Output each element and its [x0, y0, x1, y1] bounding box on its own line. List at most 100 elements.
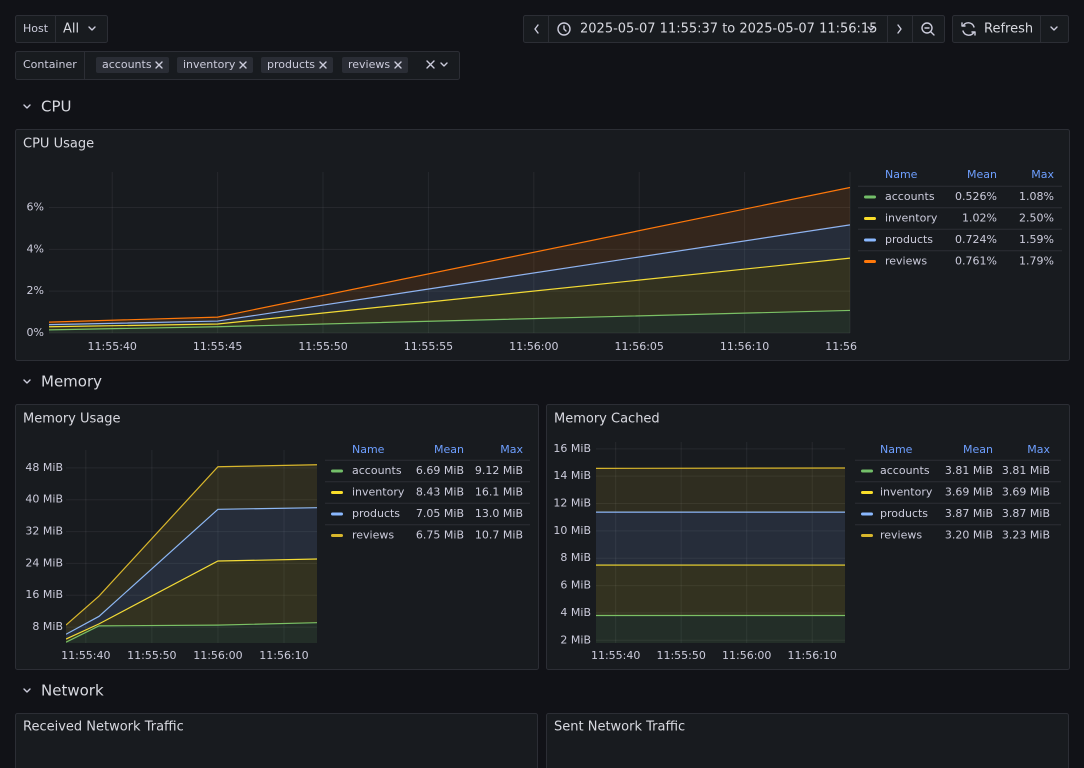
y-tick-label: 8 MiB: [560, 551, 591, 564]
legend-row[interactable]: products 7.05 MiB 13.0 MiB: [331, 507, 523, 520]
container-chip[interactable]: products: [261, 57, 333, 73]
y-tick-label: 0%: [27, 326, 44, 339]
y-tick-label: 14 MiB: [553, 469, 591, 482]
legend-max: 1.79%: [1019, 255, 1054, 268]
legend-max: 10.7 MiB: [475, 529, 523, 542]
legend-mean: 1.02%: [962, 212, 997, 225]
legend-mean: 0.526%: [955, 190, 997, 203]
container-chip[interactable]: accounts: [96, 57, 169, 73]
time-picker-box: [523, 15, 945, 43]
chevron: [440, 62, 448, 67]
legend-mean: 3.87 MiB: [945, 507, 993, 520]
legend-header: Max: [500, 443, 523, 456]
prev-button[interactable]: [534, 24, 539, 34]
clear-icon[interactable]: [426, 60, 435, 69]
chevron: [88, 26, 96, 31]
y-tick-label: 16 MiB: [25, 588, 63, 601]
series-line: [49, 186, 850, 323]
series-area: [596, 512, 845, 566]
series-area: [66, 507, 317, 640]
legend-swatch: [861, 469, 873, 473]
panel-title: Memory Usage: [23, 412, 121, 427]
series-area: [596, 615, 845, 643]
plot: [49, 186, 850, 333]
legend-row[interactable]: reviews 3.20 MiB 3.23 MiB: [861, 529, 1050, 542]
clock-hands: [563, 25, 567, 32]
container-chip[interactable]: reviews: [342, 57, 408, 73]
panel: [15, 713, 538, 768]
legend-swatch: [331, 512, 343, 516]
chip-label: products: [267, 58, 315, 71]
x-tick-label: 11:55:45: [193, 340, 242, 353]
legend-mean: 6.69 MiB: [416, 464, 464, 477]
y-tick-label: 32 MiB: [25, 525, 63, 538]
chip-bg: [261, 57, 333, 73]
plot: [596, 467, 845, 643]
collapse-icon: [23, 379, 31, 384]
y-tick-label: 8 MiB: [32, 620, 63, 633]
legend-mean: 8.43 MiB: [416, 486, 464, 499]
x-axis: 11:55:40 11:55:50 11:56:00 11:56:10: [61, 450, 309, 662]
x-axis: 11:55:40 11:55:50 11:56:00 11:56:10: [591, 442, 837, 662]
chip-remove[interactable]: [239, 61, 247, 69]
legend-name: accounts: [352, 464, 402, 477]
legend-row[interactable]: accounts 6.69 MiB 9.12 MiB: [331, 464, 523, 477]
time-range[interactable]: 2025-05-07 11:55:37 to 2025-05-07 11:56:…: [580, 22, 877, 37]
chip-remove[interactable]: [394, 61, 402, 69]
y-tick-label: 2 MiB: [560, 633, 591, 646]
legend-max: 13.0 MiB: [475, 507, 523, 520]
legend: Name Mean Max accounts 6.69 MiB 9.12 MiB inven…: [325, 443, 530, 542]
chip-bg: [342, 57, 408, 73]
legend-row[interactable]: inventory 8.43 MiB 16.1 MiB: [331, 486, 523, 499]
zoom-out-button[interactable]: [921, 22, 933, 34]
legend: Name Mean Max accounts 0.526% 1.08% inventory 1…: [858, 168, 1062, 268]
legend-row[interactable]: accounts 3.81 MiB 3.81 MiB: [861, 464, 1050, 477]
host-value: All: [63, 22, 79, 37]
legend-row[interactable]: inventory 1.02% 2.50%: [864, 212, 1054, 225]
y-tick-label: 4 MiB: [560, 606, 591, 619]
x-tick-label: 11:56:10: [259, 649, 308, 662]
legend-mean: 6.75 MiB: [416, 529, 464, 542]
x-tick-label: 11:55:50: [656, 649, 705, 662]
series-line: [49, 224, 850, 326]
legend-name: inventory: [352, 486, 405, 499]
section-network[interactable]: Network: [23, 682, 104, 700]
legend-row[interactable]: products 0.724% 1.59%: [864, 233, 1054, 246]
legend-row[interactable]: reviews 0.761% 1.79%: [864, 255, 1054, 268]
x-tick-label: 11:56:00: [193, 649, 242, 662]
legend-max: 9.12 MiB: [475, 464, 523, 477]
container-variable[interactable]: Container accounts inventory products revie…: [15, 51, 460, 80]
legend-header: Name: [352, 443, 385, 456]
x-axis: 11:55:40 11:55:45 11:55:50 11:55:55 11:56:00…: [88, 172, 857, 353]
legend-row[interactable]: inventory 3.69 MiB 3.69 MiB: [861, 486, 1050, 499]
legend-name: accounts: [880, 464, 930, 477]
legend-name: reviews: [880, 529, 922, 542]
refresh-dropdown[interactable]: [1050, 26, 1058, 31]
panel: [15, 129, 1070, 361]
legend-row[interactable]: products 3.87 MiB 3.87 MiB: [861, 507, 1050, 520]
legend-mean: 3.81 MiB: [945, 464, 993, 477]
legend-max: 1.59%: [1019, 233, 1054, 246]
container-chip[interactable]: inventory: [177, 57, 253, 73]
chip-remove[interactable]: [155, 61, 163, 69]
legend-name: products: [352, 507, 400, 520]
plot: [66, 464, 317, 643]
legend-swatch: [861, 512, 873, 516]
chip-remove[interactable]: [319, 61, 327, 69]
legend-name: reviews: [885, 255, 927, 268]
legend-max: 1.08%: [1019, 190, 1054, 203]
refresh-button[interactable]: Refresh: [984, 22, 1033, 37]
legend-row[interactable]: accounts 0.526% 1.08%: [864, 190, 1054, 203]
section-cpu[interactable]: CPU: [23, 98, 72, 116]
legend-mean: 3.20 MiB: [945, 529, 993, 542]
section-memory[interactable]: Memory: [23, 373, 102, 391]
next-button[interactable]: [897, 24, 902, 34]
chip-bg: [177, 57, 253, 73]
legend: Name Mean Max accounts 3.81 MiB 3.81 MiB inven…: [855, 443, 1061, 542]
series-line: [66, 558, 317, 640]
host-variable[interactable]: Host All: [15, 15, 108, 43]
y-tick-label: 24 MiB: [25, 556, 63, 569]
legend-row[interactable]: reviews 6.75 MiB 10.7 MiB: [331, 529, 523, 542]
legend-swatch: [331, 491, 343, 494]
